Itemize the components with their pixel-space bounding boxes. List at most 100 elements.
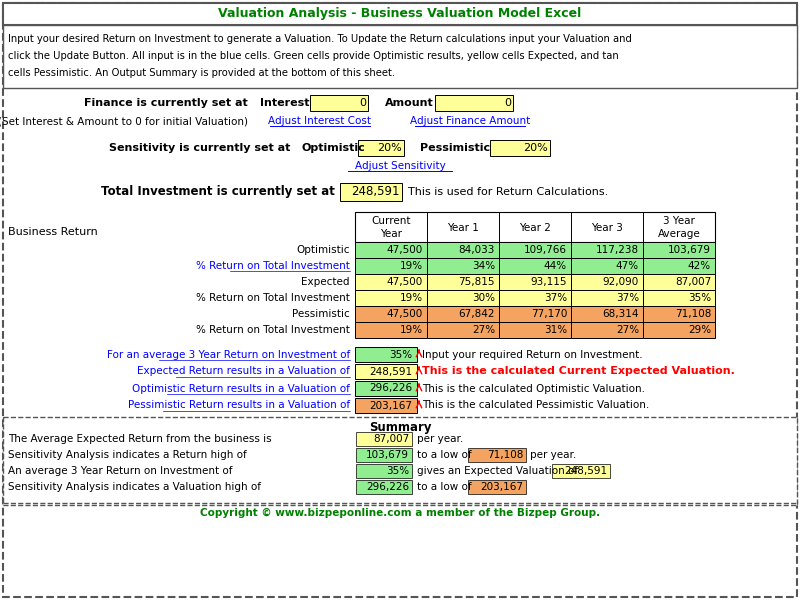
Bar [499, 258, 571, 274]
Text: Pessimistic: Pessimistic [420, 143, 490, 153]
Bar [3, 25, 797, 88]
Text: 29%: 29% [688, 325, 711, 335]
Bar [571, 258, 643, 274]
Text: Total Investment is currently set at: Total Investment is currently set at [101, 185, 335, 199]
Text: Optimistic: Optimistic [302, 143, 366, 153]
Text: This is the calculated Current Expected Valuation.: This is the calculated Current Expected … [422, 367, 735, 377]
Bar [643, 322, 715, 338]
Bar [571, 290, 643, 306]
Text: 44%: 44% [544, 261, 567, 271]
Bar [427, 306, 499, 322]
Bar [469, 480, 526, 494]
Bar [427, 290, 499, 306]
Text: 27%: 27% [616, 325, 639, 335]
Text: For an average 3 Year Return on Investment of: For an average 3 Year Return on Investme… [106, 349, 350, 359]
Text: cells Pessimistic. An Output Summary is provided at the bottom of this sheet.: cells Pessimistic. An Output Summary is … [8, 68, 395, 78]
Text: 35%: 35% [386, 466, 409, 476]
Text: 19%: 19% [400, 293, 423, 303]
Text: Interest: Interest [260, 98, 310, 108]
Text: % Return on Total Investment: % Return on Total Investment [196, 325, 350, 335]
Bar [3, 3, 797, 25]
Text: 296,226: 296,226 [369, 383, 412, 394]
Bar [355, 258, 427, 274]
Bar [356, 448, 412, 462]
Bar [355, 242, 427, 258]
Text: Year: Year [380, 229, 402, 239]
Text: This is the calculated Optimistic Valuation.: This is the calculated Optimistic Valuat… [422, 383, 645, 394]
Text: Optimistic Return results in a Valuation of: Optimistic Return results in a Valuation… [132, 383, 350, 394]
Text: Sensitivity is currently set at: Sensitivity is currently set at [109, 143, 290, 153]
Bar [356, 432, 412, 446]
Text: 20%: 20% [378, 143, 402, 153]
Text: Business Return: Business Return [8, 227, 98, 237]
Bar [435, 95, 513, 111]
Text: 31%: 31% [544, 325, 567, 335]
Text: % Return on Total Investment: % Return on Total Investment [196, 293, 350, 303]
Bar [571, 306, 643, 322]
Text: 84,033: 84,033 [458, 245, 495, 255]
Text: This is used for Return Calculations.: This is used for Return Calculations. [408, 187, 608, 197]
Bar [552, 464, 610, 478]
Bar [3, 417, 797, 505]
Text: 27%: 27% [472, 325, 495, 335]
Text: 203,167: 203,167 [369, 401, 412, 410]
Text: to a low of: to a low of [417, 482, 472, 492]
Text: 42%: 42% [688, 261, 711, 271]
Bar [427, 322, 499, 338]
Text: Adjust Finance Amount: Adjust Finance Amount [410, 116, 530, 126]
Text: Expected Return results in a Valuation of: Expected Return results in a Valuation o… [137, 367, 350, 377]
Text: to a low of: to a low of [417, 450, 472, 460]
Text: 92,090: 92,090 [602, 277, 639, 287]
Text: Expected: Expected [302, 277, 350, 287]
Bar [340, 183, 402, 201]
Bar [358, 140, 404, 156]
Text: Optimistic: Optimistic [297, 245, 350, 255]
Text: 34%: 34% [472, 261, 495, 271]
Text: Adjust Interest Cost: Adjust Interest Cost [269, 116, 371, 126]
Text: per year.: per year. [530, 450, 577, 460]
Text: Summary: Summary [369, 421, 431, 433]
Text: (Set Interest & Amount to 0 for initial Valuation): (Set Interest & Amount to 0 for initial … [0, 116, 248, 126]
Bar [643, 258, 715, 274]
Text: 0: 0 [359, 98, 366, 108]
Text: 67,842: 67,842 [458, 309, 495, 319]
Text: 19%: 19% [400, 325, 423, 335]
Bar [355, 306, 427, 322]
Text: Sensitivity Analysis indicates a Valuation high of: Sensitivity Analysis indicates a Valuati… [8, 482, 261, 492]
Bar [355, 347, 417, 362]
Text: 0: 0 [504, 98, 511, 108]
Text: Input your required Return on Investment.: Input your required Return on Investment… [422, 349, 642, 359]
Text: 37%: 37% [616, 293, 639, 303]
Bar [469, 448, 526, 462]
Text: 93,115: 93,115 [530, 277, 567, 287]
Bar [490, 140, 550, 156]
Text: This is the calculated Pessimistic Valuation.: This is the calculated Pessimistic Valua… [422, 401, 650, 410]
Text: Average: Average [658, 229, 700, 239]
Bar [499, 290, 571, 306]
Text: 87,007: 87,007 [674, 277, 711, 287]
Text: 71,108: 71,108 [487, 450, 523, 460]
Text: 248,591: 248,591 [351, 185, 400, 199]
Text: Copyright © www.bizpeponline.com a member of the Bizpep Group.: Copyright © www.bizpeponline.com a membe… [200, 508, 600, 518]
Text: 47,500: 47,500 [386, 245, 423, 255]
Text: 87,007: 87,007 [373, 434, 409, 444]
Text: 35%: 35% [389, 349, 412, 359]
Text: 35%: 35% [688, 293, 711, 303]
Text: Input your desired Return on Investment to generate a Valuation. To Update the R: Input your desired Return on Investment … [8, 34, 632, 44]
Text: gives an Expected Valuation of: gives an Expected Valuation of [417, 466, 578, 476]
Text: % Return on Total Investment: % Return on Total Investment [196, 261, 350, 271]
Text: Amount: Amount [385, 98, 434, 108]
Bar [643, 290, 715, 306]
Bar [643, 306, 715, 322]
Text: Year 3: Year 3 [591, 223, 623, 233]
Text: Pessimistic: Pessimistic [292, 309, 350, 319]
Bar [310, 95, 368, 111]
Text: 30%: 30% [472, 293, 495, 303]
Text: Valuation Analysis - Business Valuation Model Excel: Valuation Analysis - Business Valuation … [218, 7, 582, 20]
Bar [499, 274, 571, 290]
Bar [643, 274, 715, 290]
Text: click the Update Button. All input is in the blue cells. Green cells provide Opt: click the Update Button. All input is in… [8, 51, 618, 61]
Bar [355, 212, 715, 242]
Bar [355, 398, 417, 413]
Text: 103,679: 103,679 [668, 245, 711, 255]
